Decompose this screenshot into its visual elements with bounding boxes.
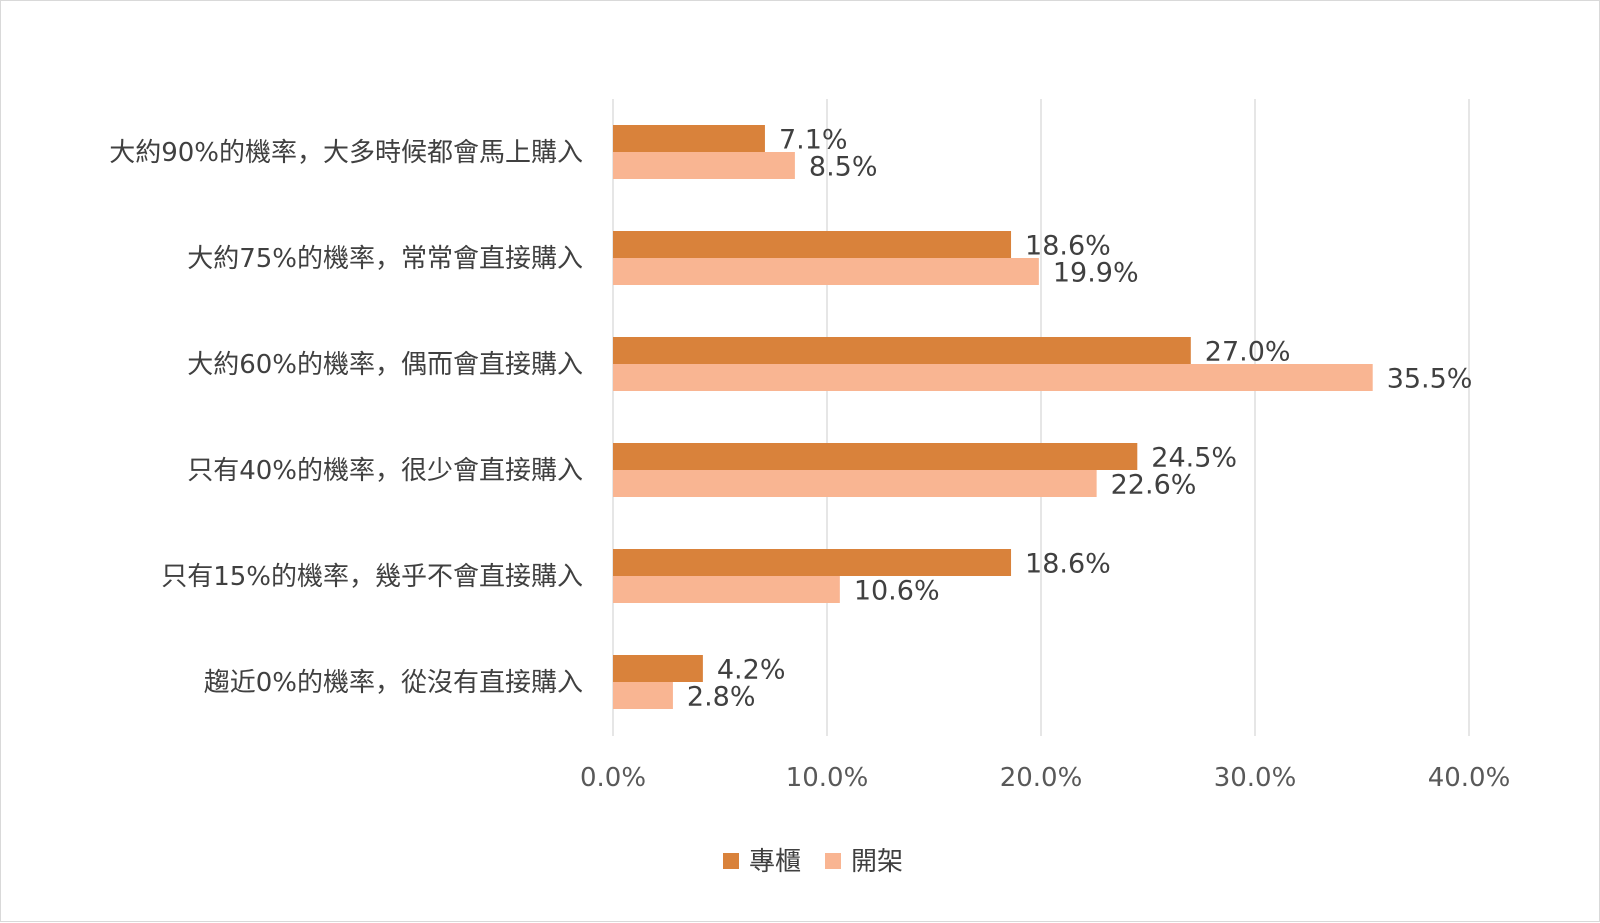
- bar-series1: [613, 125, 765, 152]
- x-tick-label: 10.0%: [786, 763, 869, 793]
- category-label: 只有40%的機率，很少會直接購入: [187, 456, 583, 486]
- category-label: 大約60%的機率，偶而會直接購入: [187, 350, 583, 380]
- data-label: 35.5%: [1387, 364, 1473, 395]
- data-label: 18.6%: [1025, 231, 1111, 262]
- data-label: 19.9%: [1053, 258, 1139, 289]
- data-label: 24.5%: [1151, 443, 1237, 474]
- bars: [613, 125, 1373, 709]
- bar-series1: [613, 337, 1191, 364]
- x-tick-label: 40.0%: [1428, 763, 1511, 793]
- legend: 專櫃 開架: [723, 847, 903, 877]
- data-label: 27.0%: [1205, 337, 1291, 368]
- x-tick-label: 30.0%: [1214, 763, 1297, 793]
- category-label: 大約75%的機率，常常會直接購入: [187, 244, 583, 274]
- legend-label: 開架: [851, 847, 903, 877]
- bar-series2: [613, 470, 1097, 497]
- bar-series2: [613, 576, 840, 603]
- data-label: 18.6%: [1025, 549, 1111, 580]
- category-labels: 大約90%的機率，大多時候都會馬上購入大約75%的機率，常常會直接購入大約60%…: [109, 138, 583, 698]
- category-label: 趨近0%的機率，從沒有直接購入: [204, 668, 583, 698]
- x-tick-labels: 0.0% 10.0% 20.0% 30.0% 40.0%: [580, 763, 1510, 793]
- legend-swatch: [825, 853, 841, 869]
- data-label: 10.6%: [854, 576, 940, 607]
- bar-series1: [613, 549, 1012, 576]
- gridlines: [612, 99, 1470, 736]
- data-label: 8.5%: [809, 152, 878, 183]
- bar-series2: [613, 364, 1373, 391]
- data-label: 7.1%: [779, 125, 848, 156]
- x-tick-label: 0.0%: [580, 763, 646, 793]
- bar-series2: [613, 682, 673, 709]
- data-label: 22.6%: [1111, 470, 1197, 501]
- legend-swatch: [723, 853, 739, 869]
- data-label: 4.2%: [717, 655, 786, 686]
- category-label: 大約90%的機率，大多時候都會馬上購入: [109, 138, 583, 168]
- x-tick-label: 20.0%: [1000, 763, 1083, 793]
- bar-series1: [613, 655, 703, 682]
- bar-series1: [613, 231, 1012, 258]
- data-label: 2.8%: [687, 682, 756, 713]
- bar-series1: [613, 443, 1138, 470]
- category-label: 只有15%的機率，幾乎不會直接購入: [161, 562, 583, 592]
- bar-series2: [613, 258, 1039, 285]
- bar-series2: [613, 152, 795, 179]
- data-labels: 7.1%8.5%18.6%19.9%27.0%35.5%24.5%22.6%18…: [687, 125, 1473, 713]
- legend-label: 專櫃: [749, 847, 801, 877]
